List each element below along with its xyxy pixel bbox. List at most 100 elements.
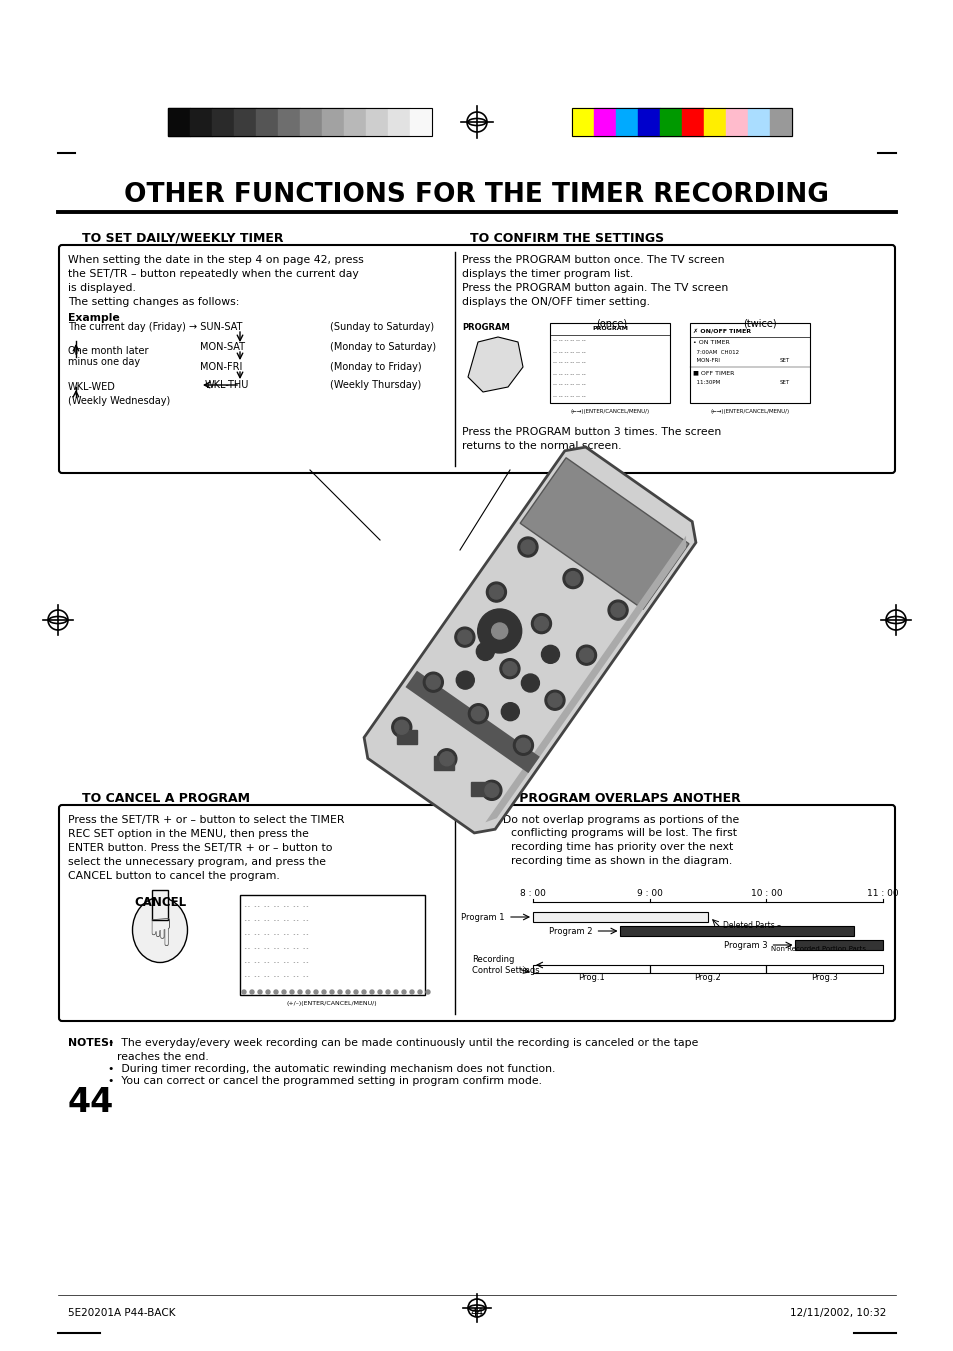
Bar: [616, 108, 638, 136]
Circle shape: [520, 540, 535, 554]
Text: -- -- -- -- -- --: -- -- -- -- -- --: [553, 361, 585, 366]
Text: -- -- -- -- -- -- --: -- -- -- -- -- -- --: [244, 905, 309, 909]
Text: Program 3: Program 3: [723, 940, 767, 950]
Bar: [619, 925, 853, 936]
Text: (twice): (twice): [742, 317, 776, 328]
Bar: [388, 108, 410, 136]
Text: •  The everyday/every week recording can be made continuously until the recordin: • The everyday/every week recording can …: [108, 1038, 698, 1048]
Text: 44: 44: [470, 1308, 483, 1319]
Bar: [168, 108, 190, 136]
Circle shape: [250, 990, 253, 994]
Bar: [572, 108, 791, 136]
Circle shape: [274, 990, 277, 994]
Text: MON-SAT: MON-SAT: [200, 342, 245, 353]
Text: reaches the end.: reaches the end.: [117, 1052, 209, 1062]
Bar: [533, 965, 649, 973]
Text: OTHER FUNCTIONS FOR THE TIMER RECORDING: OTHER FUNCTIONS FOR THE TIMER RECORDING: [125, 182, 828, 208]
Text: MON-FRI: MON-FRI: [692, 358, 720, 363]
Text: -- -- -- -- -- --: -- -- -- -- -- --: [553, 393, 585, 399]
Bar: [277, 108, 299, 136]
Circle shape: [282, 990, 286, 994]
Text: Non Recorded Portion Parts: Non Recorded Portion Parts: [771, 946, 865, 952]
Text: -- -- -- -- -- --: -- -- -- -- -- --: [553, 339, 585, 343]
Text: (Weekly Wednesday): (Weekly Wednesday): [68, 396, 170, 407]
Text: CANCEL: CANCEL: [133, 897, 186, 909]
Circle shape: [611, 603, 624, 617]
Circle shape: [531, 613, 551, 634]
Bar: [533, 912, 707, 921]
Polygon shape: [485, 535, 685, 823]
Circle shape: [534, 616, 548, 631]
Bar: [322, 108, 344, 136]
Bar: [366, 108, 388, 136]
Text: Recording
Control Settings: Recording Control Settings: [472, 955, 539, 975]
Polygon shape: [405, 670, 539, 773]
Circle shape: [439, 751, 454, 766]
Text: (Monday to Friday): (Monday to Friday): [330, 362, 421, 372]
Text: ✗ ON/OFF TIMER: ✗ ON/OFF TIMER: [692, 328, 750, 334]
Text: ■ OFF TIMER: ■ OFF TIMER: [692, 370, 734, 376]
Circle shape: [481, 781, 501, 800]
Text: •  You can correct or cancel the programmed setting in program confirm mode.: • You can correct or cancel the programm…: [108, 1075, 541, 1086]
Circle shape: [502, 662, 517, 676]
Circle shape: [392, 717, 412, 738]
Bar: [233, 108, 255, 136]
Text: -- -- -- -- -- --: -- -- -- -- -- --: [553, 372, 585, 377]
Text: -- -- -- -- -- -- --: -- -- -- -- -- -- --: [244, 932, 309, 938]
Bar: [594, 108, 616, 136]
Circle shape: [565, 571, 579, 585]
Text: PROGRAM: PROGRAM: [592, 327, 627, 331]
Text: -- -- -- -- -- -- --: -- -- -- -- -- -- --: [244, 974, 309, 979]
Text: Program 2: Program 2: [548, 927, 592, 935]
Circle shape: [426, 990, 430, 994]
Text: SET: SET: [780, 381, 789, 385]
Text: NOTE:: NOTE:: [461, 815, 499, 825]
Text: Press the SET/TR + or – button to select the TIMER
REC SET option in the MENU, t: Press the SET/TR + or – button to select…: [68, 815, 344, 881]
Bar: [572, 108, 594, 136]
Text: SET: SET: [780, 358, 789, 363]
Text: MON-FRI: MON-FRI: [200, 362, 242, 372]
Circle shape: [426, 676, 440, 689]
Text: 11:30PM: 11:30PM: [692, 381, 720, 385]
Circle shape: [484, 784, 498, 797]
Text: -- -- -- -- -- --: -- -- -- -- -- --: [553, 382, 585, 388]
Circle shape: [468, 704, 488, 724]
Text: One month later: One month later: [68, 346, 149, 357]
Polygon shape: [152, 890, 168, 920]
Circle shape: [477, 609, 521, 653]
Bar: [769, 108, 791, 136]
Bar: [649, 965, 765, 973]
Text: -- -- -- -- -- -- --: -- -- -- -- -- -- --: [244, 919, 309, 924]
Circle shape: [370, 990, 374, 994]
Circle shape: [266, 990, 270, 994]
Bar: [240, 894, 424, 994]
Circle shape: [476, 643, 494, 661]
Circle shape: [517, 536, 537, 557]
Circle shape: [361, 990, 366, 994]
Circle shape: [394, 990, 397, 994]
Circle shape: [306, 990, 310, 994]
Text: TO CONFIRM THE SETTINGS: TO CONFIRM THE SETTINGS: [470, 231, 663, 245]
Text: WKL-THU: WKL-THU: [205, 380, 249, 390]
Bar: [471, 782, 490, 796]
Bar: [434, 755, 454, 770]
Circle shape: [257, 990, 262, 994]
Circle shape: [471, 707, 485, 720]
Circle shape: [486, 582, 506, 603]
Text: 9 : 00: 9 : 00: [636, 889, 662, 897]
Circle shape: [578, 648, 593, 662]
Text: (Monday to Saturday): (Monday to Saturday): [330, 342, 436, 353]
Circle shape: [607, 600, 627, 620]
Bar: [299, 108, 322, 136]
Text: •  During timer recording, the automatic rewinding mechanism does not function.: • During timer recording, the automatic …: [108, 1065, 555, 1074]
Bar: [396, 730, 416, 744]
Circle shape: [377, 990, 381, 994]
Circle shape: [322, 990, 326, 994]
Circle shape: [501, 703, 518, 720]
Circle shape: [544, 690, 564, 711]
Circle shape: [513, 735, 533, 755]
Bar: [190, 108, 212, 136]
Text: Press the PROGRAM button once. The TV screen
displays the timer program list.
Pr: Press the PROGRAM button once. The TV sc…: [461, 255, 727, 307]
Text: TO SET DAILY/WEEKLY TIMER: TO SET DAILY/WEEKLY TIMER: [82, 231, 283, 245]
Text: Program 1: Program 1: [461, 912, 504, 921]
